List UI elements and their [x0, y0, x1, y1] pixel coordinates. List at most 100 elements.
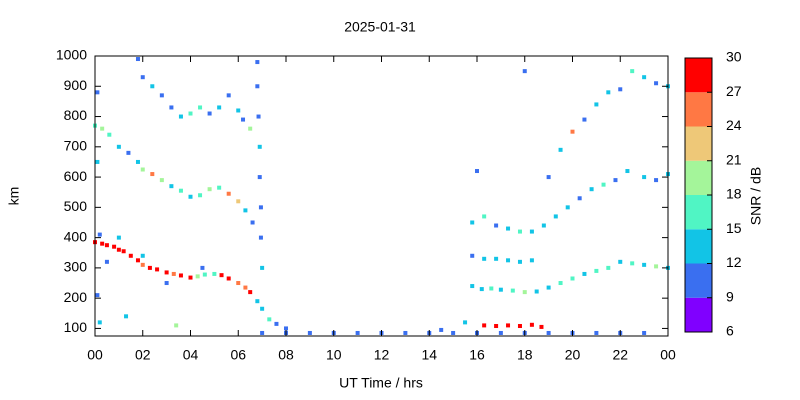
- data-point: [451, 330, 456, 335]
- data-point: [100, 241, 105, 246]
- data-point: [95, 90, 100, 95]
- data-point: [255, 84, 260, 89]
- data-point: [135, 57, 140, 62]
- data-point: [226, 191, 231, 196]
- colorbar-band: [685, 195, 712, 230]
- data-point: [403, 330, 408, 335]
- colorbar-band: [685, 126, 712, 161]
- data-point: [506, 226, 511, 231]
- data-point: [517, 324, 522, 329]
- data-point: [171, 271, 176, 276]
- data-point: [654, 264, 659, 269]
- data-point: [219, 273, 224, 278]
- y-tick-label: 400: [64, 228, 88, 244]
- data-point: [606, 90, 611, 95]
- data-point: [546, 175, 551, 180]
- x-tick-label: 02: [135, 347, 151, 363]
- data-point: [256, 114, 261, 119]
- y-axis-label: km: [6, 187, 22, 206]
- data-point: [236, 199, 241, 204]
- data-point: [202, 272, 207, 277]
- data-point: [541, 223, 546, 228]
- data-point: [522, 290, 527, 295]
- colorbar-band: [685, 92, 712, 127]
- data-point: [212, 271, 217, 276]
- data-point: [517, 229, 522, 234]
- data-point: [475, 169, 479, 174]
- data-point: [258, 205, 263, 210]
- colorbar-tick-label: 18: [726, 186, 742, 202]
- data-point: [243, 285, 248, 290]
- data-point: [104, 259, 109, 264]
- data-point: [159, 93, 164, 98]
- data-point: [539, 324, 544, 329]
- data-point: [250, 220, 255, 225]
- data-point: [529, 229, 534, 234]
- data-point: [494, 256, 499, 261]
- data-point: [255, 60, 260, 65]
- data-point: [100, 126, 105, 131]
- x-tick-label: 18: [517, 347, 533, 363]
- data-point: [260, 265, 265, 270]
- data-point: [510, 288, 515, 293]
- data-point: [642, 75, 647, 80]
- data-point: [121, 249, 126, 254]
- x-tick-label: 20: [565, 347, 581, 363]
- colorbar-band: [685, 58, 712, 93]
- y-tick-label: 200: [64, 289, 88, 305]
- data-point: [226, 93, 231, 98]
- plot-frame: [94, 55, 669, 337]
- data-point: [107, 132, 112, 137]
- data-point: [470, 220, 475, 225]
- data-point: [248, 126, 253, 131]
- colorbar-band: [685, 297, 712, 332]
- data-point: [625, 169, 630, 174]
- data-point: [124, 314, 129, 319]
- data-point: [188, 111, 193, 116]
- data-point: [570, 276, 575, 281]
- data-point: [546, 330, 551, 335]
- data-point: [198, 193, 203, 198]
- data-point: [642, 262, 647, 267]
- data-point: [236, 108, 241, 113]
- x-tick-label: 10: [326, 347, 342, 363]
- data-point: [258, 235, 263, 240]
- data-point: [482, 214, 487, 219]
- data-point: [169, 105, 174, 110]
- data-point: [97, 232, 102, 237]
- data-point: [116, 144, 121, 149]
- data-point: [236, 281, 241, 286]
- colorbar-band: [685, 160, 712, 195]
- x-tick-label: 12: [374, 347, 390, 363]
- data-point: [241, 117, 246, 122]
- data-point: [178, 114, 183, 119]
- data-point: [207, 187, 212, 192]
- data-point: [188, 194, 193, 199]
- data-point: [494, 223, 499, 228]
- data-point: [582, 117, 587, 122]
- data-point: [95, 293, 100, 298]
- data-point: [226, 276, 231, 281]
- data-point: [174, 323, 179, 328]
- data-point: [565, 205, 570, 210]
- data-point: [529, 258, 534, 263]
- colorbar-tick-label: 27: [726, 83, 742, 99]
- x-tick-label: 00: [87, 347, 103, 363]
- data-point: [529, 322, 534, 327]
- x-tick-label: 00: [660, 347, 676, 363]
- y-tick-label: 900: [64, 77, 88, 93]
- data-point: [498, 287, 503, 292]
- data-point: [260, 306, 265, 311]
- colorbar-label: SNR / dB: [748, 167, 764, 225]
- data-point: [164, 270, 169, 275]
- colorbar-tick-label: 9: [726, 288, 734, 304]
- data-point: [517, 259, 522, 264]
- data-point: [506, 258, 511, 263]
- data-point: [558, 281, 563, 286]
- data-point: [169, 184, 174, 189]
- data-point: [642, 330, 647, 335]
- data-point: [135, 159, 140, 164]
- colorbar-band: [685, 229, 712, 264]
- data-point: [155, 267, 160, 272]
